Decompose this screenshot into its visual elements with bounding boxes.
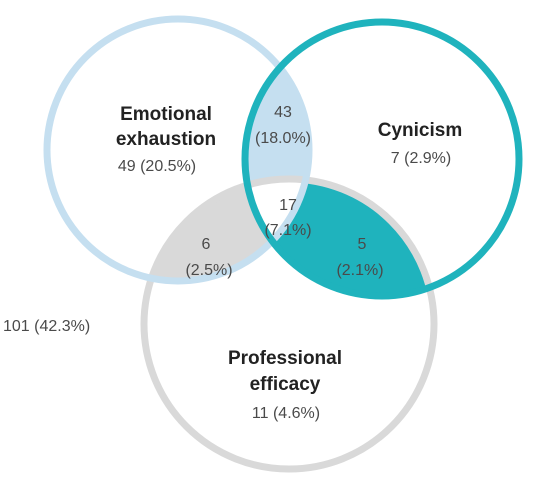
ee-title-line1: Emotional (120, 104, 212, 125)
pe-value: 11 (4.6%) (252, 405, 320, 422)
cynicism-efficacy-pct: (2.1%) (336, 262, 383, 279)
outside-value: 101 (42.3%) (3, 318, 90, 335)
region-ee-efficacy (144, 179, 309, 281)
ee-title-line2: exhaustion (116, 129, 216, 150)
all-three-count: 17 (279, 197, 297, 214)
cynicism-title: Cynicism (378, 120, 462, 141)
pe-title-line1: Professional (228, 348, 342, 369)
pe-title-line2: efficacy (250, 374, 321, 395)
circle-emotional-exhaustion (43, 15, 313, 285)
ee-efficacy-count: 6 (202, 236, 211, 253)
region-cynicism-efficacy (245, 179, 434, 296)
all-three-pct: (7.1%) (264, 222, 311, 239)
ee-value: 49 (20.5%) (118, 158, 196, 175)
cynicism-efficacy-count: 5 (358, 236, 367, 253)
cynicism-value: 7 (2.9%) (391, 150, 451, 167)
ee-efficacy-pct: (2.5%) (185, 262, 232, 279)
circle-professional-efficacy (140, 175, 438, 473)
circle-cynicism (241, 18, 523, 300)
ee-cynicism-count: 43 (274, 104, 292, 121)
ee-cynicism-pct: (18.0%) (255, 130, 311, 147)
